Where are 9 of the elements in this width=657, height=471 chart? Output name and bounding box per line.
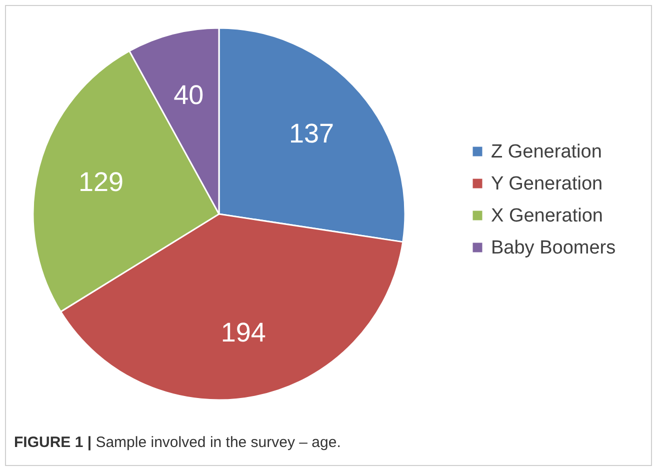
legend-label: X Generation — [491, 206, 603, 226]
data-label: 40 — [174, 80, 204, 110]
legend-label: Y Generation — [491, 174, 603, 194]
legend-label: Z Generation — [491, 142, 602, 162]
data-label: 129 — [78, 166, 124, 197]
data-label: 194 — [220, 318, 266, 348]
data-label: 137 — [288, 118, 334, 148]
legend-label: Baby Boomers — [491, 238, 616, 258]
caption: FIGURE 1 | Sample involved in the survey – age. — [14, 434, 341, 451]
